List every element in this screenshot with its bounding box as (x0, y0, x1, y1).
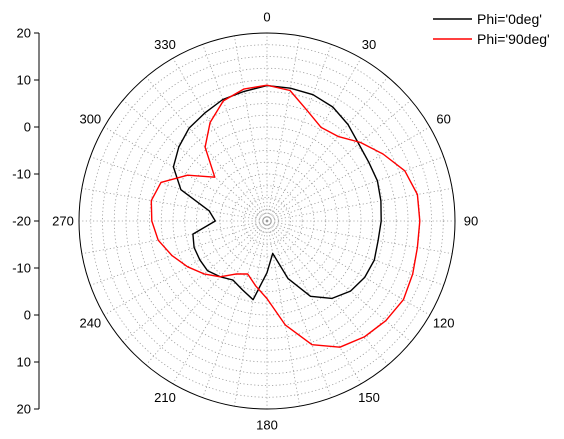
grid-spoke (266, 220, 412, 343)
grid-spoke (266, 35, 301, 222)
grid-spoke (266, 99, 412, 222)
angular-tick-label: 180 (256, 418, 278, 433)
legend: Phi='0deg' Phi='90deg' (433, 11, 550, 47)
angular-tick-label: 210 (154, 390, 176, 405)
grid-spoke (81, 220, 268, 255)
grid-spoke (266, 76, 389, 222)
grid-spoke (266, 220, 444, 286)
grid-ring (231, 185, 303, 257)
angular-tick-label: 240 (79, 316, 101, 331)
grid-spoke (266, 220, 431, 316)
grid-spoke (266, 220, 301, 407)
angular-tick-labels: 0 30 60 90 120 150 180 210 240 270 300 330 (52, 10, 478, 433)
grid-spoke (202, 44, 268, 222)
grid-spoke (172, 57, 268, 222)
radial-tick-label: -10 (12, 167, 31, 182)
grid-ring (137, 91, 397, 351)
polar-grid (78, 32, 456, 410)
grid-spoke (122, 220, 268, 343)
grid-spoke (81, 187, 268, 222)
grid-spoke (103, 220, 268, 316)
grid-ring (90, 44, 444, 398)
grid-spoke (266, 220, 362, 385)
angular-tick-label: 60 (436, 112, 450, 127)
angular-tick-label: 300 (79, 112, 101, 127)
legend-label: Phi='90deg' (477, 31, 550, 47)
grid-spoke (266, 220, 453, 255)
grid-ring (102, 56, 432, 386)
grid-spoke (266, 220, 389, 366)
grid-spoke (233, 35, 268, 222)
grid-spoke (266, 44, 332, 222)
angular-tick-label: 120 (433, 316, 455, 331)
radial-tick-label: -10 (12, 261, 31, 276)
radial-tick-label: 20 (17, 26, 31, 41)
radial-tick-label: 10 (17, 73, 31, 88)
series-lines (150, 84, 421, 348)
outer-circle (78, 32, 456, 410)
grid-spoke (122, 99, 268, 222)
grid-spoke (172, 220, 268, 385)
grid-spoke (90, 220, 268, 286)
radial-tick-label: -20 (12, 214, 31, 229)
series-line-phi-0deg (172, 84, 382, 301)
grid-spoke (266, 156, 444, 222)
angular-tick-label: 90 (464, 214, 478, 229)
grid-spoke (202, 220, 268, 398)
angular-tick-label: 330 (154, 37, 176, 52)
radial-axis: 20 10 0 -10 -20 -10 0 10 20 (12, 26, 40, 417)
radial-tick-label: 0 (24, 120, 31, 135)
radial-tick-label: 20 (17, 402, 31, 417)
radial-tick-label: 10 (17, 355, 31, 370)
grid-spoke (233, 220, 268, 407)
grid-ring (160, 114, 374, 328)
grid-spoke (145, 220, 268, 366)
grid-ring (184, 138, 350, 304)
grid-ring (149, 103, 385, 339)
grid-spoke (266, 187, 453, 222)
grid-spoke (145, 76, 268, 222)
grid-ring (243, 197, 291, 245)
legend-label: Phi='0deg' (477, 11, 542, 27)
grid-ring (196, 150, 338, 292)
series-line-phi-90deg (150, 84, 421, 348)
angular-tick-label: 270 (52, 214, 74, 229)
radial-tick-label: 0 (24, 308, 31, 323)
grid-spoke (90, 156, 268, 222)
grid-spoke (103, 126, 268, 222)
grid-spoke (266, 126, 431, 222)
grid-spoke (266, 220, 332, 398)
angular-tick-label: 0 (263, 10, 270, 25)
angular-tick-label: 150 (358, 390, 380, 405)
angular-tick-label: 30 (362, 37, 376, 52)
grid-spoke (266, 57, 362, 222)
